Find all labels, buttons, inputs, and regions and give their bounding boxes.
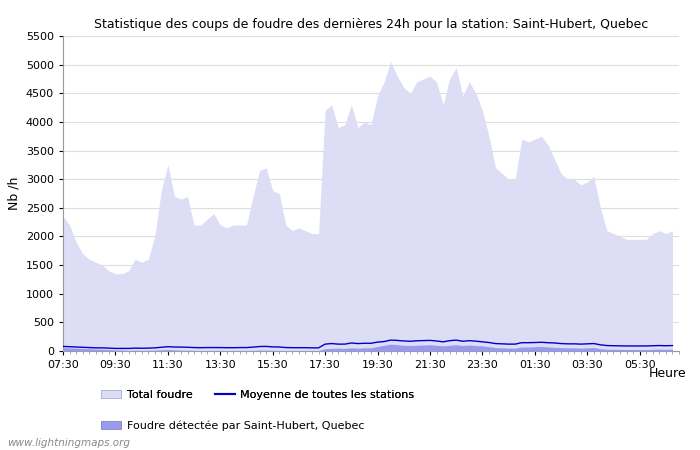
Text: www.lightningmaps.org: www.lightningmaps.org (7, 438, 130, 448)
Legend: Foudre détectée par Saint-Hubert, Quebec: Foudre détectée par Saint-Hubert, Quebec (97, 416, 368, 436)
Text: Heure: Heure (648, 367, 686, 380)
Legend: Total foudre, Moyenne de toutes les stations: Total foudre, Moyenne de toutes les stat… (97, 385, 419, 404)
Y-axis label: Nb /h: Nb /h (7, 177, 20, 210)
Title: Statistique des coups de foudre des dernières 24h pour la station: Saint-Hubert,: Statistique des coups de foudre des dern… (94, 18, 648, 31)
